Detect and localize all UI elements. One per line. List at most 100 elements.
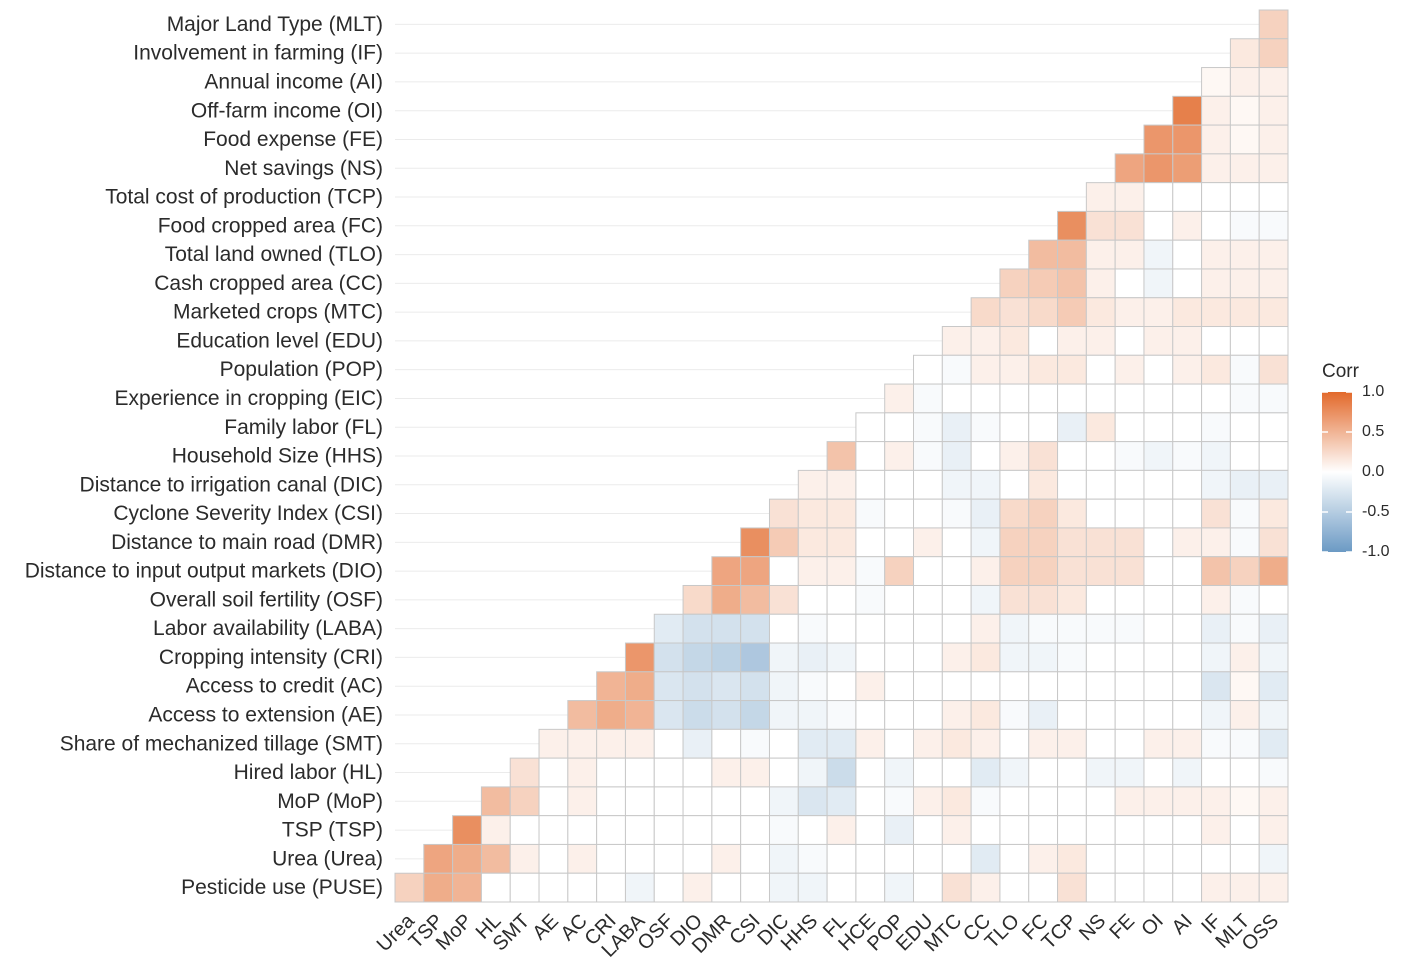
heatmap-cell <box>826 815 857 845</box>
heatmap-cell <box>855 412 886 443</box>
heatmap-cell <box>913 815 943 845</box>
heatmap-cell <box>653 642 684 673</box>
heatmap-cell <box>999 613 1030 644</box>
heatmap-cell <box>1143 210 1174 241</box>
heatmap-cell <box>941 642 972 673</box>
heatmap-cell <box>941 498 972 529</box>
heatmap-cell <box>1085 671 1116 702</box>
heatmap-cell <box>1114 441 1145 471</box>
heatmap-cell <box>1085 383 1116 414</box>
heatmap-cell <box>624 671 655 702</box>
heatmap-cell <box>855 584 886 615</box>
heatmap-cell <box>740 872 770 903</box>
heatmap-cell <box>567 757 598 788</box>
heatmap-cell <box>452 872 482 903</box>
heatmap-cell <box>480 872 511 903</box>
heatmap-cell <box>1028 843 1059 874</box>
heatmap-cell <box>1201 815 1231 845</box>
heatmap-cell <box>1201 239 1231 270</box>
heatmap-cell <box>855 441 886 471</box>
heatmap-cell <box>1258 124 1289 155</box>
heatmap-cell <box>1172 584 1203 615</box>
heatmap-cell <box>768 757 799 788</box>
heatmap-cell <box>826 584 857 615</box>
heatmap-cell <box>596 843 626 874</box>
heatmap-cell <box>740 757 770 788</box>
heatmap-cell <box>1143 872 1174 903</box>
heatmap-cell <box>1057 728 1087 759</box>
heatmap-cell <box>999 728 1030 759</box>
heatmap-cell <box>826 498 857 529</box>
heatmap-cell <box>797 728 828 759</box>
heatmap-cell <box>1201 728 1231 759</box>
heatmap-cell <box>1201 297 1231 328</box>
heatmap-cell <box>913 556 943 586</box>
heatmap-cell <box>1143 613 1174 644</box>
heatmap-cell <box>1201 613 1231 644</box>
heatmap-cell <box>768 671 799 702</box>
heatmap-cell <box>1258 556 1289 586</box>
heatmap-cell <box>1258 671 1289 702</box>
heatmap-cell <box>1258 700 1289 730</box>
heatmap-cell <box>624 843 655 874</box>
heatmap-cell <box>826 441 857 471</box>
heatmap-cell <box>797 469 828 500</box>
heatmap-cell <box>1085 239 1116 270</box>
heatmap-cell <box>596 815 626 845</box>
heatmap-cell <box>1114 613 1145 644</box>
heatmap-cell <box>1143 786 1174 817</box>
heatmap-cell <box>1143 182 1174 212</box>
heatmap-cell <box>1085 326 1116 356</box>
heatmap-cell <box>509 843 540 874</box>
heatmap-cell <box>1172 354 1203 385</box>
heatmap-cell <box>970 556 1001 586</box>
heatmap-cell <box>740 815 770 845</box>
heatmap-cell <box>567 728 598 759</box>
heatmap-cell <box>1258 815 1289 845</box>
heatmap-cell <box>1114 182 1145 212</box>
heatmap-cell <box>999 268 1030 299</box>
heatmap-cell <box>1172 757 1203 788</box>
heatmap-cell <box>913 642 943 673</box>
heatmap-cell <box>1172 671 1203 702</box>
heatmap-cell <box>452 815 482 845</box>
y-tick-label: Family labor (FL) <box>224 416 383 439</box>
y-tick-label: MoP (MoP) <box>277 790 383 813</box>
heatmap-cell <box>1114 728 1145 759</box>
heatmap-cell <box>1229 153 1260 184</box>
heatmap-cell <box>1028 527 1059 558</box>
heatmap-cell <box>970 383 1001 414</box>
heatmap-cell <box>1172 239 1203 270</box>
heatmap-cell <box>1028 757 1059 788</box>
heatmap-cell <box>1172 469 1203 500</box>
heatmap-cell <box>1143 412 1174 443</box>
heatmap-cell <box>1258 786 1289 817</box>
heatmap-cell <box>768 786 799 817</box>
heatmap-cell <box>1085 757 1116 788</box>
heatmap-cell <box>480 786 511 817</box>
heatmap-cell <box>682 642 713 673</box>
heatmap-cell <box>653 843 684 874</box>
heatmap-cell <box>1143 441 1174 471</box>
heatmap-cell <box>1258 95 1289 126</box>
heatmap-cell <box>1114 326 1145 356</box>
heatmap-cell <box>999 498 1030 529</box>
heatmap-cell <box>941 757 972 788</box>
heatmap-cell <box>1201 67 1231 97</box>
heatmap-cell <box>826 757 857 788</box>
heatmap-cell <box>1229 297 1260 328</box>
heatmap-cell <box>768 872 799 903</box>
heatmap-cell <box>1229 843 1260 874</box>
heatmap-cell <box>797 584 828 615</box>
heatmap-cell <box>884 872 915 903</box>
heatmap-cell <box>768 527 799 558</box>
heatmap-cell <box>913 757 943 788</box>
heatmap-cell <box>999 556 1030 586</box>
heatmap-cell <box>1114 412 1145 443</box>
heatmap-cell <box>1057 671 1087 702</box>
heatmap-cell <box>740 786 770 817</box>
heatmap-cell <box>1028 326 1059 356</box>
heatmap-cell <box>740 527 770 558</box>
y-tick-label: Labor availability (LABA) <box>153 617 383 640</box>
heatmap-cell <box>941 700 972 730</box>
